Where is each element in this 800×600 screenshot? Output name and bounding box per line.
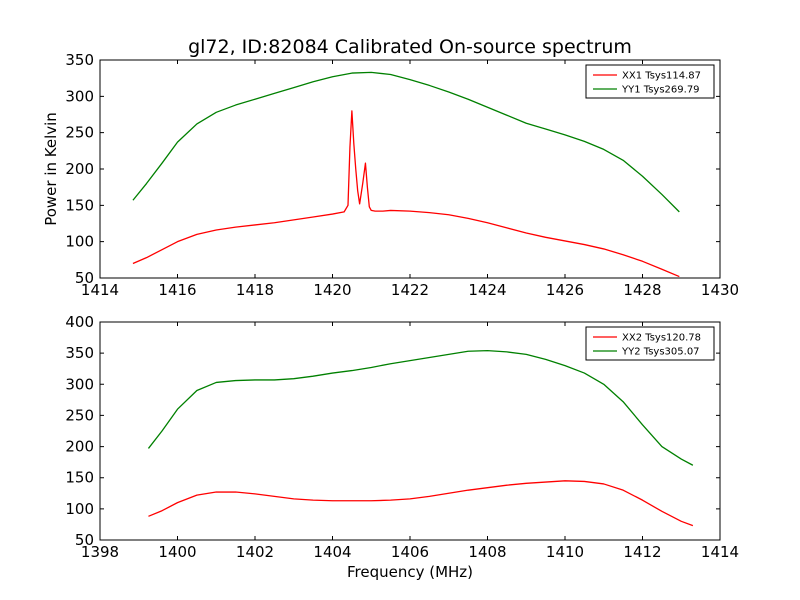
x-tick-label: 1410 bbox=[546, 543, 584, 561]
y-tick-label: 200 bbox=[65, 160, 94, 178]
chart-title: gl72, ID:82084 Calibrated On-source spec… bbox=[188, 36, 632, 58]
x-tick-label: 1406 bbox=[391, 543, 429, 561]
y-tick-label: 50 bbox=[75, 269, 94, 287]
x-tick-label: 1428 bbox=[623, 281, 661, 299]
x-tick-label: 1398 bbox=[81, 543, 119, 561]
x-tick-label: 1404 bbox=[313, 543, 351, 561]
x-axis-label: Frequency (MHz) bbox=[347, 563, 473, 581]
legend: XX2 Tsys120.78 YY2 Tsys305.07 bbox=[585, 326, 715, 361]
x-tick-label: 1400 bbox=[158, 543, 196, 561]
x-tick-label: 1422 bbox=[391, 281, 429, 299]
x-tick-label: 1414 bbox=[81, 281, 119, 299]
spectrum-panel-bottom: 1398 1400 1402 1404 1406 1408 1410 1412 1414 50 10… bbox=[65, 313, 739, 561]
x-tick-label: 1426 bbox=[546, 281, 584, 299]
x-tick-label: 1430 bbox=[701, 281, 739, 299]
series-line-xx2 bbox=[148, 480, 694, 527]
y-tick-label: 150 bbox=[65, 469, 94, 487]
spectrum-panel-top: 1414 1416 1418 1420 1422 1424 1426 1428 1430 50 10… bbox=[65, 51, 739, 299]
y-tick-label: 300 bbox=[65, 375, 94, 393]
x-tick-label: 1402 bbox=[236, 543, 274, 561]
y-tick-label: 100 bbox=[65, 233, 94, 251]
series-line-yy2 bbox=[147, 350, 694, 466]
legend-label: YY2 Tsys305.07 bbox=[621, 347, 700, 358]
legend-label: YY1 Tsys269.79 bbox=[621, 85, 700, 96]
legend-label: XX2 Tsys120.78 bbox=[622, 333, 701, 344]
y-tick-label: 100 bbox=[65, 500, 94, 518]
x-tick-label: 1424 bbox=[468, 281, 506, 299]
legend-box bbox=[585, 64, 715, 99]
y-tick-label: 350 bbox=[65, 344, 94, 362]
y-tick-label: 350 bbox=[65, 51, 94, 69]
y-tick-label: 300 bbox=[65, 87, 94, 105]
x-tick-label: 1408 bbox=[468, 543, 506, 561]
x-tick-label: 1412 bbox=[623, 543, 661, 561]
y-tick-label: 400 bbox=[65, 313, 94, 331]
x-tick-label: 1418 bbox=[236, 281, 274, 299]
y-tick-label: 200 bbox=[65, 438, 94, 456]
series-line-yy1 bbox=[132, 71, 680, 213]
legend-box bbox=[585, 326, 715, 361]
y-tick-label: 50 bbox=[75, 531, 94, 549]
series-line-xx1 bbox=[132, 110, 680, 278]
x-tick-label: 1416 bbox=[158, 281, 196, 299]
y-axis-label: Power in Kelvin bbox=[42, 112, 60, 226]
legend: XX1 Tsys114.87 YY1 Tsys269.79 bbox=[585, 64, 715, 99]
y-tick-label: 150 bbox=[65, 196, 94, 214]
y-tick-label: 250 bbox=[65, 124, 94, 142]
legend-label: XX1 Tsys114.87 bbox=[622, 71, 701, 82]
y-tick-label: 250 bbox=[65, 406, 94, 424]
x-tick-label: 1420 bbox=[313, 281, 351, 299]
x-tick-label: 1414 bbox=[701, 543, 739, 561]
